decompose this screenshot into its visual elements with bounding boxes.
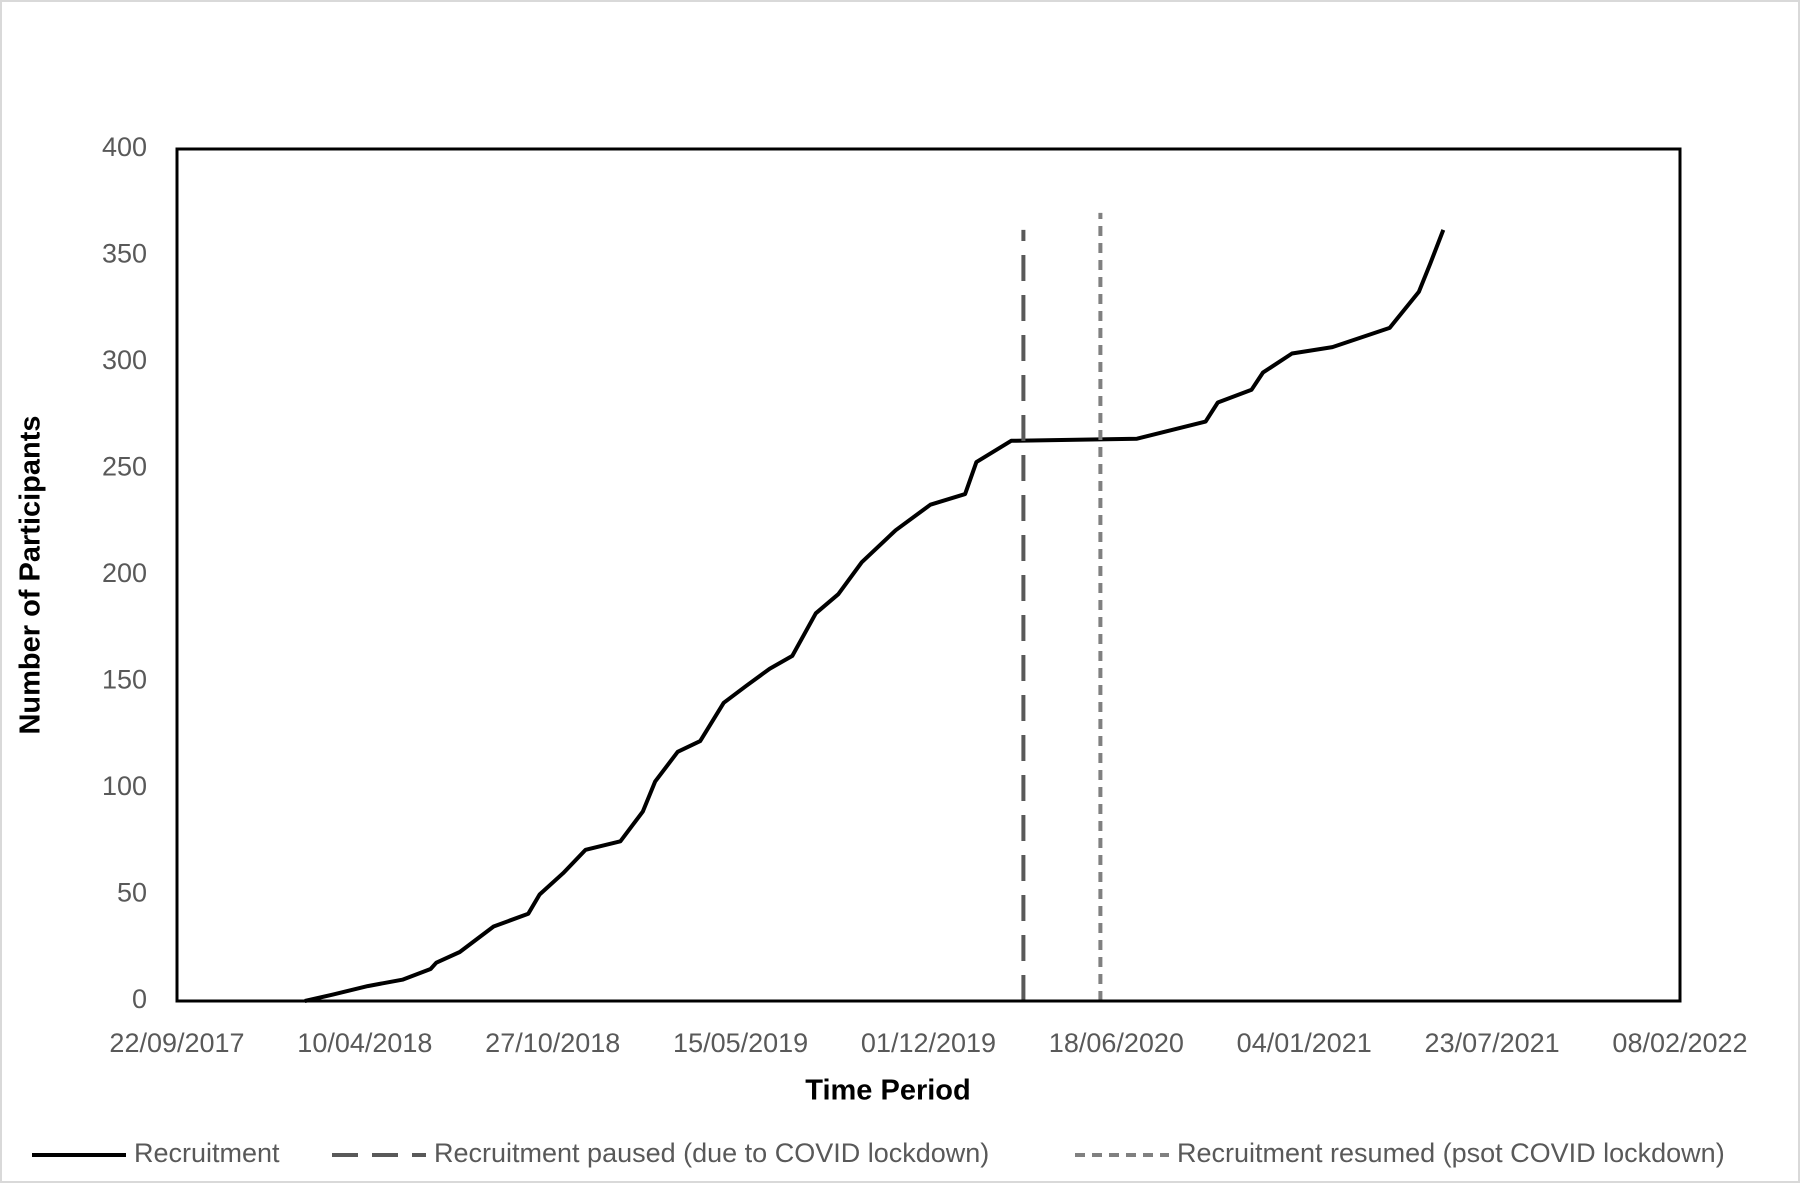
x-tick-label: 04/01/2021 [1237, 1028, 1372, 1058]
y-tick-label: 0 [132, 984, 147, 1014]
plot-frame [175, 147, 1682, 1003]
y-tick-label: 250 [102, 452, 147, 482]
x-tick-label: 01/12/2019 [861, 1028, 996, 1058]
x-tick-label: 27/10/2018 [485, 1028, 620, 1058]
y-tick-label: 350 [102, 239, 147, 269]
legend-label: Recruitment [134, 1138, 280, 1168]
y-tick-label: 300 [102, 345, 147, 375]
y-tick-label: 50 [117, 878, 147, 908]
x-tick-label: 10/04/2018 [297, 1028, 432, 1058]
y-axis-title: Number of Participants [15, 415, 47, 734]
y-tick-label: 200 [102, 558, 147, 588]
legend-label: Recruitment paused (due to COVID lockdow… [434, 1138, 989, 1168]
y-tick-label: 150 [102, 665, 147, 695]
x-tick-label: 18/06/2020 [1049, 1028, 1184, 1058]
y-tick-label: 100 [102, 771, 147, 801]
y-tick-label: 400 [102, 132, 147, 162]
x-tick-label: 22/09/2017 [109, 1028, 244, 1058]
x-tick-label: 08/02/2022 [1612, 1028, 1747, 1058]
x-axis-title: Time Period [805, 1075, 970, 1107]
x-tick-label: 15/05/2019 [673, 1028, 808, 1058]
legend-label: Recruitment resumed (psot COVID lockdown… [1177, 1138, 1725, 1168]
series-line [304, 229, 1446, 1003]
x-tick-label: 23/07/2021 [1425, 1028, 1560, 1058]
